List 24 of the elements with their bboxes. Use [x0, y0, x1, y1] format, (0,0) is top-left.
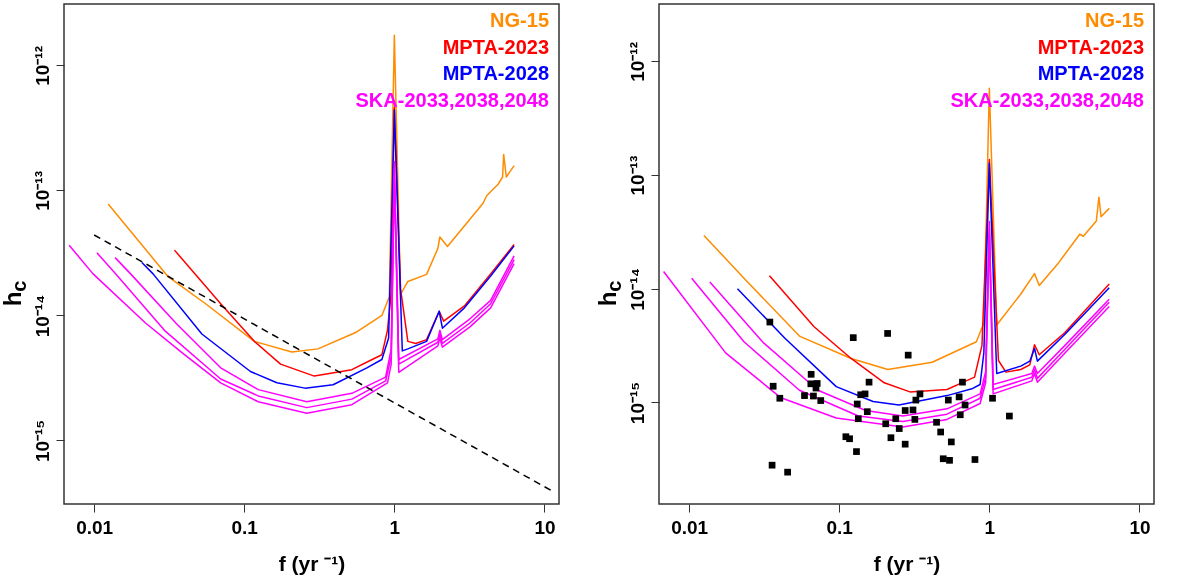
y-tick-label: 10⁻¹⁴: [31, 294, 53, 338]
x-axis-title: f (yr ⁻¹): [278, 551, 346, 575]
y-tick-label: 10⁻¹³: [626, 155, 648, 196]
x-tick-label: 1: [984, 516, 996, 538]
x-tick-label: 0.1: [231, 516, 259, 538]
x-tick-label: 10: [534, 516, 556, 538]
x-axis-title: f (yr ⁻¹): [873, 551, 941, 575]
text: NG-15: [1085, 9, 1144, 31]
y-tick-label: 10⁻¹⁴: [626, 267, 648, 311]
x-tick-label: 0.01: [671, 516, 709, 538]
x-tick-label: 0.1: [826, 516, 854, 538]
y-tick-label: 10⁻¹³: [31, 171, 53, 211]
x-tick-label: 10: [1129, 516, 1151, 538]
text: MPTA-2023: [1037, 35, 1144, 58]
y-tick-label: 10⁻¹⁵: [31, 419, 53, 463]
text: NG-15: [490, 9, 549, 31]
y-tick-label: 10⁻¹²: [31, 46, 53, 86]
text: MPTA-2028: [442, 62, 549, 84]
x-tick-label: 0.01: [76, 516, 114, 538]
y-tick-label: 10⁻¹²: [626, 42, 648, 82]
text: MPTA-2023: [442, 35, 549, 58]
y-tick-label: 10⁻¹⁵: [626, 381, 648, 425]
text: MPTA-2028: [1037, 62, 1144, 84]
x-tick-label: 1: [389, 516, 401, 538]
